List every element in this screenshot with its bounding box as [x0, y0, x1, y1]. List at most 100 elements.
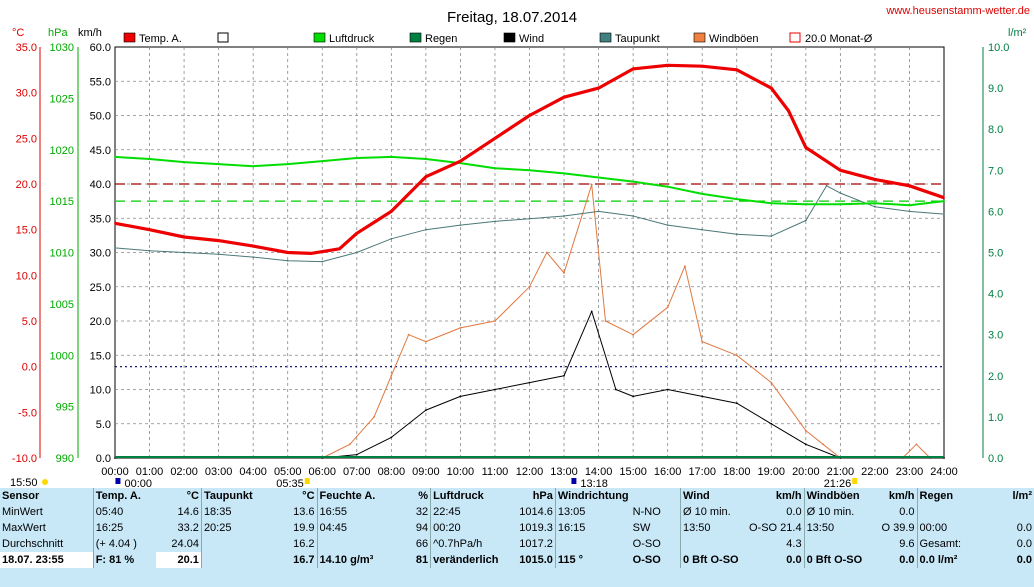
series-point: [528, 169, 531, 172]
temp-tick-label: -10.0: [12, 453, 37, 465]
wind-tick-label: 30.0: [90, 248, 111, 260]
stats-cell: O-SO: [632, 538, 661, 550]
series-point: [114, 247, 116, 249]
series-point: [563, 172, 565, 175]
stats-cell: Durchschnitt: [2, 538, 64, 550]
stats-cell: 05:40: [92, 504, 157, 520]
series-point: [701, 228, 704, 231]
stats-cell: 18:35: [200, 504, 267, 520]
marker-dot: [42, 479, 48, 485]
legend-swatch: [409, 32, 422, 43]
series-point: [943, 213, 945, 216]
series-point: [839, 192, 842, 195]
pressure-tick-label: 1020: [50, 145, 74, 157]
temp-tick-label: 10.0: [16, 270, 37, 282]
legend-label: Windböen: [709, 33, 759, 45]
series-point: [563, 96, 565, 99]
stats-cell: Gesamt:: [916, 536, 975, 552]
pressure-tick-label: 1015: [50, 196, 74, 208]
rain-tick-label: 8.0: [988, 124, 1003, 136]
stats-cell: %: [418, 490, 429, 502]
legend-item: Windböen: [693, 32, 759, 45]
series-point: [528, 285, 531, 288]
series-temp-a: [114, 63, 945, 255]
series-point: [874, 178, 876, 181]
wind-tick-label: 15.0: [90, 350, 111, 362]
series-point: [770, 381, 773, 384]
time-tick-label: 01:00: [136, 466, 164, 478]
legend-item: 20.0 Monat-Ø: [789, 32, 873, 45]
stats-cell: [803, 536, 868, 552]
series-point: [459, 327, 462, 329]
legend-swatch: [693, 32, 706, 43]
series-point: [349, 443, 351, 446]
series-point: [494, 137, 496, 140]
stats-row-max: MaxWert 16:25 33.2 20:25 19.9 04:45 94 00:20 101…: [0, 520, 1034, 536]
series-point: [874, 205, 876, 208]
stats-cell: Sensor: [2, 490, 40, 502]
time-tick-label: 15:00: [619, 466, 647, 478]
time-tick-label: 16:00: [654, 466, 682, 478]
time-tick-label: 09:00: [412, 466, 440, 478]
stats-cell: 16.7: [293, 554, 315, 566]
series-point: [355, 232, 358, 235]
stats-cell: SW: [632, 522, 651, 534]
legend-label: 20.0 Monat-Ø: [805, 33, 873, 45]
series-point: [590, 183, 593, 186]
legend-swatch: [789, 32, 801, 43]
stats-cell: 0 Bft O-SO: [680, 552, 747, 568]
stats-cell: [200, 536, 267, 552]
legend-label: Wind: [519, 33, 544, 45]
marker-time-label: 00:00: [124, 478, 152, 488]
series-point: [252, 245, 255, 248]
pressure-tick-label: 995: [56, 402, 74, 414]
series-point: [310, 252, 312, 255]
reference-lines: [115, 183, 944, 368]
stats-row-avg: Durchschnitt (+ 4.04 ) 24.04 16.2 66 ^0.7hPa/…: [0, 536, 1034, 552]
marker-flag: [852, 478, 858, 484]
series-point: [286, 259, 289, 262]
stats-cell: Wind: [680, 488, 747, 504]
legend-swatch: [313, 32, 326, 43]
series-point: [804, 146, 807, 149]
rain-tick-label: 4.0: [988, 289, 1003, 301]
series-point: [804, 429, 807, 432]
stats-cell: 16:25: [92, 520, 157, 536]
wind-tick-label: 55.0: [90, 76, 111, 88]
wind-tick-label: 20.0: [90, 316, 111, 328]
series-point: [770, 202, 773, 205]
legend-label: Luftdruck: [329, 33, 375, 45]
stats-cell: (+ 4.04 ): [92, 536, 157, 552]
wind-tick-label: 0.0: [96, 453, 111, 465]
time-tick-label: 06:00: [308, 466, 336, 478]
stats-cell: 0.0: [899, 506, 915, 518]
rain-tick-label: 10.0: [988, 42, 1009, 54]
stats-cell: MaxWert: [2, 522, 46, 534]
series-point: [804, 443, 807, 446]
stats-cell: 0 Bft O-SO: [803, 552, 868, 568]
stats-cell: 0.0: [899, 554, 915, 566]
temp-tick-label: 35.0: [16, 42, 37, 54]
stats-cell: hPa: [532, 490, 553, 502]
stats-cell: 16:15: [554, 520, 631, 536]
stats-cell: 16.2: [293, 538, 315, 550]
series-point: [494, 167, 496, 170]
legend-label: Taupunkt: [615, 33, 660, 45]
stats-cell: km/h: [775, 490, 802, 502]
marker-flag: [115, 478, 121, 484]
stats-cell: 0.0: [1016, 554, 1032, 566]
series-point: [217, 253, 220, 256]
series-point: [286, 251, 289, 254]
series-point: [770, 422, 773, 425]
marker-time-label: 21:26: [824, 478, 852, 488]
temp-tick-label: -5.0: [18, 407, 37, 419]
stats-cell: Temp. A.: [92, 488, 157, 504]
website-link[interactable]: www.heusenstamm-wetter.de: [886, 5, 1030, 17]
stats-cell: 18.07. 23:55: [0, 552, 94, 568]
series-point: [632, 395, 634, 398]
series-line: [114, 185, 945, 263]
stats-cell: Feuchte A.: [316, 488, 381, 504]
series-point: [735, 402, 738, 405]
stats-cell: 24.04: [171, 538, 199, 550]
series-point: [373, 416, 375, 418]
